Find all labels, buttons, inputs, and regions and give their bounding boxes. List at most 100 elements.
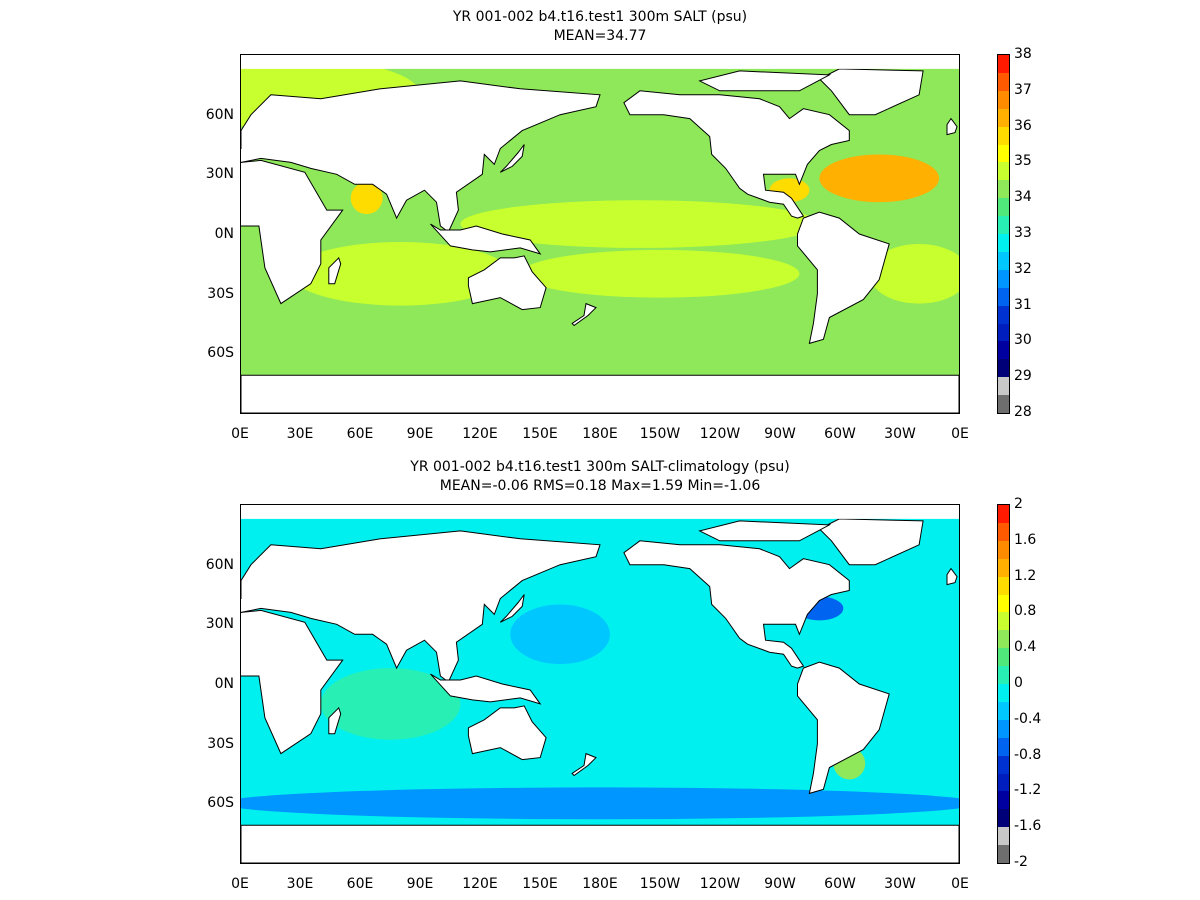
colorbar-swatch: [998, 180, 1009, 199]
x-tick-label: 90W: [764, 876, 796, 892]
greenland-land: [818, 518, 924, 566]
colorbar-tick-label: 0: [1014, 675, 1023, 691]
x-tick-label: 0E: [951, 426, 969, 442]
colorbar-swatch: [998, 773, 1009, 792]
colorbar-tick-label: 0.4: [1014, 639, 1037, 656]
y-tick-label: 30N: [205, 166, 234, 183]
arctic-islands-land: [698, 520, 832, 542]
chart-title: YR 001-002 b4.t16.test1 300m SALT (psu): [452, 9, 748, 25]
colorbar-swatch: [998, 108, 1009, 128]
colorbar: [997, 504, 1010, 864]
colorbar-swatch: [998, 305, 1009, 324]
south-america-land: [797, 211, 890, 345]
x-tick-label: 30E: [286, 876, 314, 892]
colorbar-tick-label: 32: [1014, 260, 1032, 277]
north-atlantic-salinity-region: [819, 154, 940, 203]
uk-land: [946, 567, 958, 586]
x-tick-label: 150W: [639, 876, 681, 892]
antarctica-land: [241, 824, 959, 863]
colorbar-swatch: [998, 505, 1009, 524]
colorbar-swatch: [998, 558, 1009, 578]
colorbar-swatch: [998, 144, 1009, 163]
colorbar-swatch: [998, 234, 1009, 253]
colorbar-swatch: [998, 701, 1009, 721]
colorbar-swatch: [998, 540, 1009, 560]
colorbar-swatch: [998, 287, 1009, 307]
colorbar-swatch: [998, 359, 1009, 378]
colorbar-tick-label: 2: [1014, 496, 1023, 512]
colorbar-tick-label: -1.6: [1014, 818, 1042, 835]
y-tick-label: 60S: [207, 795, 234, 812]
colorbar-tick-label: 35: [1014, 153, 1032, 170]
southern-ocean-anomaly-region: [241, 787, 959, 820]
y-tick-label: 0N: [214, 676, 234, 692]
chart-title: YR 001-002 b4.t16.test1 300m SALT-climat…: [410, 459, 790, 475]
colorbar-swatch: [998, 809, 1009, 828]
colorbar-swatch: [998, 648, 1009, 667]
x-tick-label: 90E: [406, 426, 434, 442]
madagascar-land: [328, 706, 342, 735]
x-tick-label: 0E: [231, 426, 249, 442]
south-atlantic-salinity-region: [869, 243, 959, 304]
arabian-sea-salinity-region: [350, 182, 383, 215]
x-tick-label: 60W: [824, 426, 856, 442]
colorbar-swatch: [998, 684, 1009, 703]
indonesia-land: [430, 673, 542, 705]
map-plot-area: [240, 504, 960, 864]
colorbar-swatch: [998, 323, 1009, 342]
x-tick-label: 90W: [764, 426, 796, 442]
colorbar-swatch: [998, 341, 1009, 360]
x-tick-label: 150W: [639, 426, 681, 442]
south-america-land: [797, 661, 890, 795]
colorbar: [997, 54, 1010, 414]
x-tick-label: 30W: [884, 876, 916, 892]
madagascar-land: [328, 256, 342, 285]
colorbar-tick-label: -0.8: [1014, 746, 1042, 763]
colorbar-swatch: [998, 162, 1009, 181]
x-tick-label: 180E: [582, 426, 618, 442]
colorbar-swatch: [998, 126, 1009, 145]
colorbar-swatch: [998, 395, 1009, 414]
new-zealand-land: [571, 302, 597, 327]
x-tick-label: 120W: [699, 426, 741, 442]
colorbar-tick-label: 0.8: [1014, 603, 1037, 620]
arctic-islands-land: [698, 70, 832, 92]
indian-ocean-anomaly-region: [320, 668, 461, 740]
x-tick-label: 60E: [346, 426, 374, 442]
colorbar-tick-label: 1.6: [1014, 531, 1037, 548]
japan-land: [499, 594, 525, 623]
colorbar-tick-label: 1.2: [1014, 567, 1037, 584]
x-tick-label: 60E: [346, 876, 374, 892]
panel-salt: YR 001-002 b4.t16.test1 300m SALT (psu) …: [205, 9, 1032, 442]
australia-land: [467, 255, 547, 311]
southern-ocean-salinity-region: [241, 323, 959, 364]
colorbar-swatch: [998, 594, 1009, 613]
ocean-map: [241, 505, 959, 863]
colorbar-swatch: [998, 251, 1009, 271]
north-america-land: [623, 90, 850, 219]
colorbar-swatch: [998, 377, 1009, 396]
antarctica-land: [241, 374, 959, 413]
colorbar-swatch: [998, 216, 1009, 235]
x-tick-label: 90E: [406, 876, 434, 892]
australia-land: [467, 705, 547, 761]
north-america-land: [623, 540, 850, 669]
x-tick-label: 120E: [462, 876, 498, 892]
colorbar-swatch: [998, 612, 1009, 631]
colorbar-swatch: [998, 72, 1009, 92]
equatorial-pacific-salinity-region: [460, 200, 820, 248]
africa-land: [241, 159, 344, 305]
colorbar-swatch: [998, 198, 1009, 217]
x-tick-label: 30W: [884, 426, 916, 442]
west-pacific-anomaly-region: [510, 604, 610, 665]
colorbar-tick-label: 36: [1014, 117, 1032, 134]
map-plot-area: [240, 54, 960, 414]
x-tick-label: 60W: [824, 876, 856, 892]
colorbar-swatch: [998, 755, 1009, 774]
colorbar-swatch: [998, 666, 1009, 685]
south-pacific-salinity-region: [520, 249, 800, 298]
colorbar-swatch: [998, 719, 1009, 739]
africa-land: [241, 609, 344, 755]
colorbar-tick-label: 33: [1014, 225, 1032, 241]
greenland-land: [818, 68, 924, 116]
